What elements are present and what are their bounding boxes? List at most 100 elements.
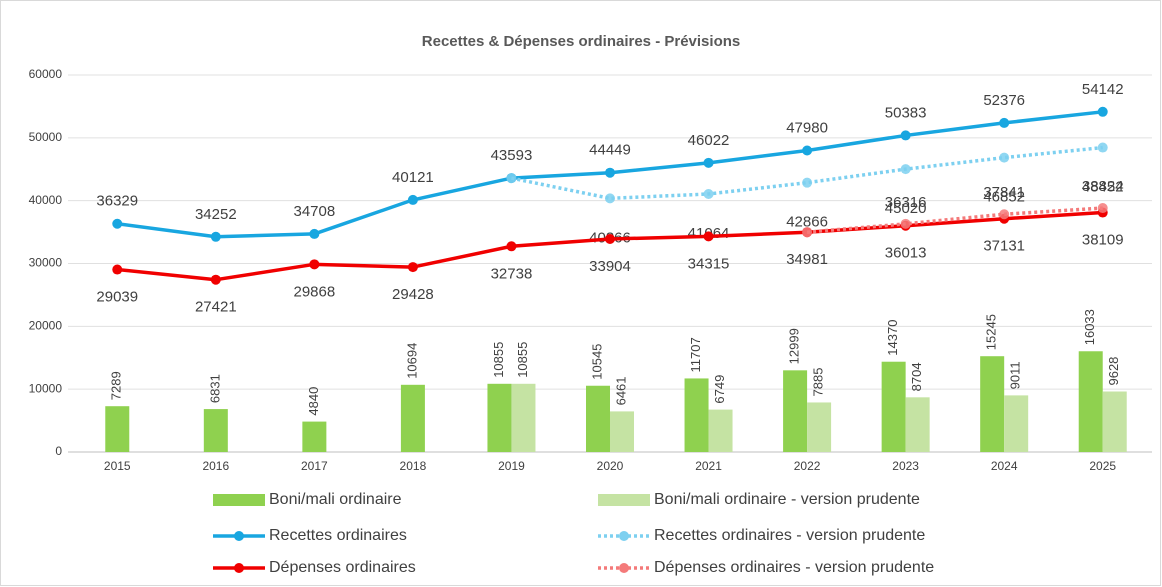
x-tick-label: 2025 xyxy=(1089,459,1116,473)
line-marker xyxy=(1097,142,1108,153)
line-marker xyxy=(999,117,1010,128)
legend-label: Recettes ordinaires - version prudente xyxy=(654,527,925,544)
bar-value-label: 9628 xyxy=(1106,357,1121,386)
line-value-label: 38824 xyxy=(1082,178,1124,195)
line-value-label: 29868 xyxy=(294,283,336,300)
bar xyxy=(511,383,536,452)
legend-swatch xyxy=(598,494,650,506)
bar xyxy=(881,361,906,452)
x-tick-label: 2024 xyxy=(991,459,1018,473)
x-tick-label: 2023 xyxy=(892,459,919,473)
line-value-label: 45020 xyxy=(885,200,927,217)
line-value-label: 43593 xyxy=(491,147,533,164)
bar-value-label: 4840 xyxy=(306,387,321,416)
line-marker xyxy=(605,193,615,204)
line-value-label: 50383 xyxy=(885,104,927,121)
line-marker xyxy=(703,157,714,168)
line-value-label: 32738 xyxy=(491,265,533,282)
line-marker xyxy=(900,130,911,141)
line-marker xyxy=(1097,203,1108,214)
line-value-label: 29428 xyxy=(392,286,434,303)
dotted-line xyxy=(806,206,1103,234)
bar-value-label: 6461 xyxy=(613,376,628,405)
line-marker xyxy=(802,227,813,238)
line-value-label: 36329 xyxy=(96,193,138,210)
line-marker xyxy=(605,233,615,244)
bar xyxy=(105,406,130,452)
y-tick-label: 30000 xyxy=(29,256,63,270)
line-value-label: 36316 xyxy=(885,194,927,211)
line-marker xyxy=(210,231,221,242)
bar-value-label: 10855 xyxy=(515,342,530,378)
line-marker xyxy=(210,274,221,285)
line-marker xyxy=(999,209,1010,220)
x-tick-label: 2022 xyxy=(794,459,821,473)
line-value-label: 34981 xyxy=(786,251,828,268)
bar xyxy=(684,378,709,452)
line-value-label: 29039 xyxy=(96,289,138,306)
line-marker xyxy=(506,173,517,184)
line-value-label: 48452 xyxy=(1082,179,1124,196)
bar-value-label: 7885 xyxy=(811,368,826,397)
line-value-label: 37841 xyxy=(983,184,1025,201)
line-marker xyxy=(112,218,123,229)
line-value-label: 33904 xyxy=(589,258,631,275)
line-marker xyxy=(605,167,615,178)
line-value-label: 38109 xyxy=(1082,232,1124,249)
line-marker xyxy=(309,259,320,270)
bar-value-label: 15245 xyxy=(984,314,999,350)
x-tick-label: 2021 xyxy=(695,459,722,473)
x-tick-label: 2016 xyxy=(202,459,229,473)
line-value-label: 46022 xyxy=(688,132,730,149)
y-tick-label: 0 xyxy=(55,444,62,458)
line-marker xyxy=(506,241,517,252)
x-tick-label: 2015 xyxy=(104,459,131,473)
line-value-label: 34315 xyxy=(688,255,730,272)
line-marker xyxy=(309,228,320,239)
bar-value-label: 10855 xyxy=(491,342,506,378)
line-marker xyxy=(900,218,911,229)
line-value-label: 52376 xyxy=(983,92,1025,109)
x-tick-label: 2020 xyxy=(597,459,624,473)
line-marker xyxy=(999,152,1010,163)
line-value-label: 34252 xyxy=(195,206,237,223)
bar xyxy=(610,411,634,452)
legend-marker xyxy=(234,531,244,541)
y-tick-label: 40000 xyxy=(29,193,63,207)
line-marker xyxy=(407,194,418,205)
legend-marker xyxy=(619,563,629,573)
bar xyxy=(783,370,808,452)
line-marker xyxy=(1097,106,1108,117)
bar xyxy=(1004,395,1029,452)
line-value-label: 54142 xyxy=(1082,81,1124,98)
line-marker xyxy=(407,262,418,273)
bar xyxy=(1078,351,1103,452)
line-marker xyxy=(802,177,813,188)
y-tick-label: 60000 xyxy=(29,67,63,81)
line-marker xyxy=(900,164,911,175)
line-value-label: 27421 xyxy=(195,299,237,316)
legend-marker xyxy=(234,563,244,573)
legend-marker xyxy=(619,531,629,541)
line-marker xyxy=(112,264,123,275)
bar xyxy=(1102,391,1127,452)
bar xyxy=(980,356,1005,452)
line-marker xyxy=(802,145,813,156)
bar-value-label: 12999 xyxy=(787,328,802,364)
line-value-label: 46852 xyxy=(983,189,1025,206)
bar-value-label: 10694 xyxy=(404,343,419,379)
line-marker xyxy=(703,188,714,199)
legend-label: Dépenses ordinaires xyxy=(269,559,416,576)
line-value-label: 40121 xyxy=(392,169,434,186)
bar xyxy=(807,402,832,452)
line-value-label: 37131 xyxy=(983,238,1025,255)
bar xyxy=(905,397,930,452)
legend-label: Boni/mali ordinaire - version prudente xyxy=(654,491,920,508)
line-value-label: 42866 xyxy=(786,214,828,231)
bar xyxy=(487,383,512,452)
bar-value-label: 8704 xyxy=(909,362,924,391)
line-value-label: 36013 xyxy=(885,245,927,262)
bar-value-label: 16033 xyxy=(1082,309,1097,345)
